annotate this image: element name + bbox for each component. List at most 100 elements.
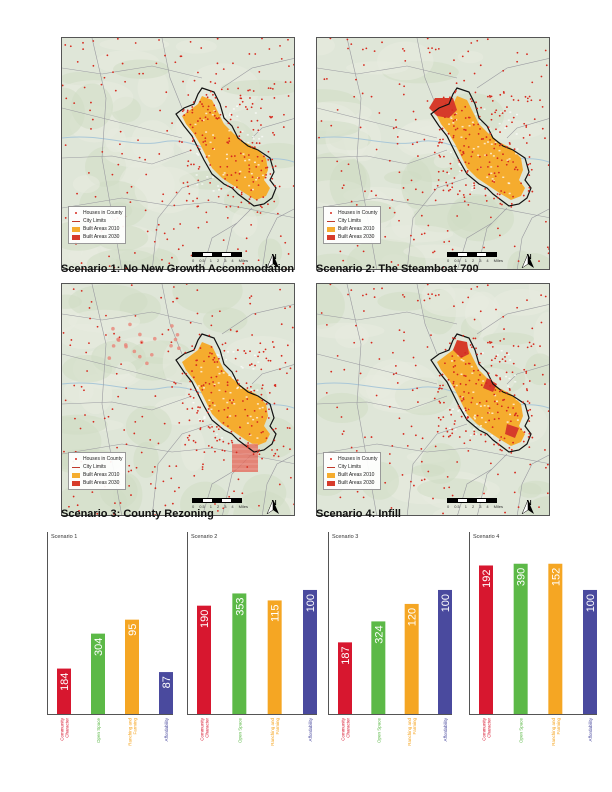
legend-built-2030: Built Areas 2030 bbox=[327, 479, 377, 487]
bar-value-label: 100 bbox=[305, 594, 317, 612]
legend-built-2030: Built Areas 2030 bbox=[72, 233, 122, 241]
map-canvas bbox=[317, 38, 549, 269]
category-label: CommunityCharacter bbox=[60, 717, 70, 741]
map-scenario-2: Houses in County City Limits Built Areas 2… bbox=[316, 37, 550, 270]
map-scenario-1: Houses in County City Limits Built Areas 2… bbox=[61, 37, 295, 270]
scale-tick: 0.5 bbox=[199, 504, 205, 509]
map-legend: Houses in County City Limits Built Areas 2… bbox=[68, 206, 127, 244]
legend-label: City Limits bbox=[338, 218, 362, 224]
chart-plot: 187 CommunityCharacter 324 Open Space 120 Ran… bbox=[338, 589, 452, 746]
legend-swatch bbox=[327, 457, 335, 462]
scale-tick: 2 bbox=[216, 504, 220, 509]
legend-label: Houses in County bbox=[338, 456, 378, 462]
bar-chart-scenario-3: Scenario 3 187 CommunityCharacter 324 Open S… bbox=[328, 532, 452, 776]
legend-swatch bbox=[327, 472, 335, 478]
legend-label: City Limits bbox=[83, 464, 107, 470]
legend-swatch bbox=[327, 211, 335, 216]
legend-label: Built Areas 2010 bbox=[83, 472, 120, 478]
legend-swatch bbox=[72, 220, 80, 222]
map-caption: Scenario 2: The Steamboat 700 bbox=[316, 263, 479, 275]
legend-built-2010: Built Areas 2010 bbox=[72, 471, 122, 479]
legend-city-limits: City Limits bbox=[327, 217, 377, 225]
scale-tick: Miles bbox=[238, 504, 248, 509]
bar-community-character bbox=[197, 605, 211, 714]
bar-affordability bbox=[159, 672, 173, 714]
category-label: Ranching andFarming bbox=[128, 718, 138, 746]
scale-bar: 0 0.5 1 2 3 4 Miles bbox=[192, 498, 248, 509]
bar-open-space bbox=[91, 633, 105, 714]
legend-label: Built Areas 2010 bbox=[338, 472, 375, 478]
category-label: Affordability bbox=[308, 717, 313, 741]
bar-community-character bbox=[57, 668, 71, 714]
category-label: Affordability bbox=[164, 717, 169, 741]
legend-swatch bbox=[72, 457, 80, 462]
north-arrow-icon: N bbox=[521, 254, 537, 268]
map-canvas bbox=[317, 284, 549, 515]
legend-swatch bbox=[72, 234, 80, 240]
legend-label: Houses in County bbox=[83, 456, 123, 462]
category-label: Affordability bbox=[588, 717, 593, 741]
north-arrow-icon: N bbox=[266, 500, 282, 514]
category-label: Open Space bbox=[376, 718, 381, 744]
chart-axis-left bbox=[328, 532, 329, 714]
bar-value-label: 324 bbox=[373, 625, 385, 643]
chart-plot: 192 CommunityCharacter 390 Open Space 152 Ran… bbox=[479, 563, 597, 746]
chart-axis-bottom bbox=[469, 714, 597, 715]
legend-label: City Limits bbox=[83, 218, 107, 224]
bar-value-label: 95 bbox=[127, 624, 139, 636]
chart-axis-bottom bbox=[187, 714, 317, 715]
scale-tick: Miles bbox=[493, 504, 503, 509]
map-legend: Houses in County City Limits Built Areas 2… bbox=[68, 452, 127, 490]
bar-affordability bbox=[438, 589, 452, 714]
legend-swatch bbox=[327, 466, 335, 468]
legend-built-2010: Built Areas 2010 bbox=[327, 225, 377, 233]
bar-value-label: 390 bbox=[516, 568, 528, 586]
legend-swatch bbox=[72, 480, 80, 486]
legend-swatch bbox=[72, 211, 80, 216]
bar-affordability bbox=[583, 589, 597, 714]
bar-value-label: 115 bbox=[270, 604, 282, 622]
scale-bar: 0 0.5 1 2 3 4 Miles bbox=[447, 498, 503, 509]
bar-ranching-and-farming bbox=[125, 619, 139, 714]
chart-plot: 184 CommunityCharacter 304 Open Space 95 Ranc… bbox=[57, 619, 173, 746]
bar-ranching-and-farming bbox=[267, 600, 282, 714]
legend-swatch bbox=[327, 480, 335, 486]
category-label: CommunityCharacter bbox=[341, 717, 351, 741]
bar-chart-scenario-4: Scenario 4 192 CommunityCharacter 390 Open S… bbox=[469, 532, 597, 776]
scale-tick: 3 bbox=[224, 504, 227, 509]
bar-value-label: 353 bbox=[234, 597, 246, 615]
north-arrow-icon: N bbox=[521, 500, 537, 514]
scale-tick: 0.5 bbox=[454, 504, 460, 509]
legend-city-limits: City Limits bbox=[72, 463, 122, 471]
category-label: CommunityCharacter bbox=[482, 717, 492, 741]
category-label: Affordability bbox=[443, 717, 448, 741]
scale-tick: 0.5 bbox=[454, 258, 460, 263]
scale-tick: 1 bbox=[209, 258, 212, 263]
legend-label: Built Areas 2010 bbox=[338, 226, 375, 232]
scale-tick: Miles bbox=[238, 258, 248, 263]
legend-label: Houses in County bbox=[338, 210, 378, 216]
legend-swatch bbox=[72, 472, 80, 478]
chart-axis-bottom bbox=[47, 714, 173, 715]
scale-tick: 4 bbox=[231, 504, 234, 509]
legend-houses: Houses in County bbox=[72, 209, 122, 217]
scale-tick: 3 bbox=[224, 258, 227, 263]
north-arrow-icon: N bbox=[266, 254, 282, 268]
legend-city-limits: City Limits bbox=[327, 463, 377, 471]
chart-title: Scenario 1 bbox=[51, 534, 78, 540]
map-scenario-3: Houses in County City Limits Built Areas 2… bbox=[61, 283, 295, 516]
bar-value-label: 184 bbox=[59, 673, 71, 691]
map-legend: Houses in County City Limits Built Areas 2… bbox=[323, 452, 382, 490]
category-label: Open Space bbox=[96, 718, 101, 744]
scale-tick: 1 bbox=[464, 504, 467, 509]
chart-axis-left bbox=[469, 532, 470, 714]
chart-axis-bottom bbox=[328, 714, 452, 715]
bar-open-space bbox=[513, 563, 528, 714]
bar-value-label: 120 bbox=[407, 608, 419, 626]
chart-title: Scenario 3 bbox=[332, 534, 359, 540]
bar-ranching-and-farming bbox=[548, 563, 563, 714]
map-caption: Scenario 4: Infill bbox=[316, 508, 401, 520]
legend-built-2010: Built Areas 2010 bbox=[327, 471, 377, 479]
bar-community-character bbox=[338, 642, 352, 714]
legend-label: City Limits bbox=[338, 464, 362, 470]
